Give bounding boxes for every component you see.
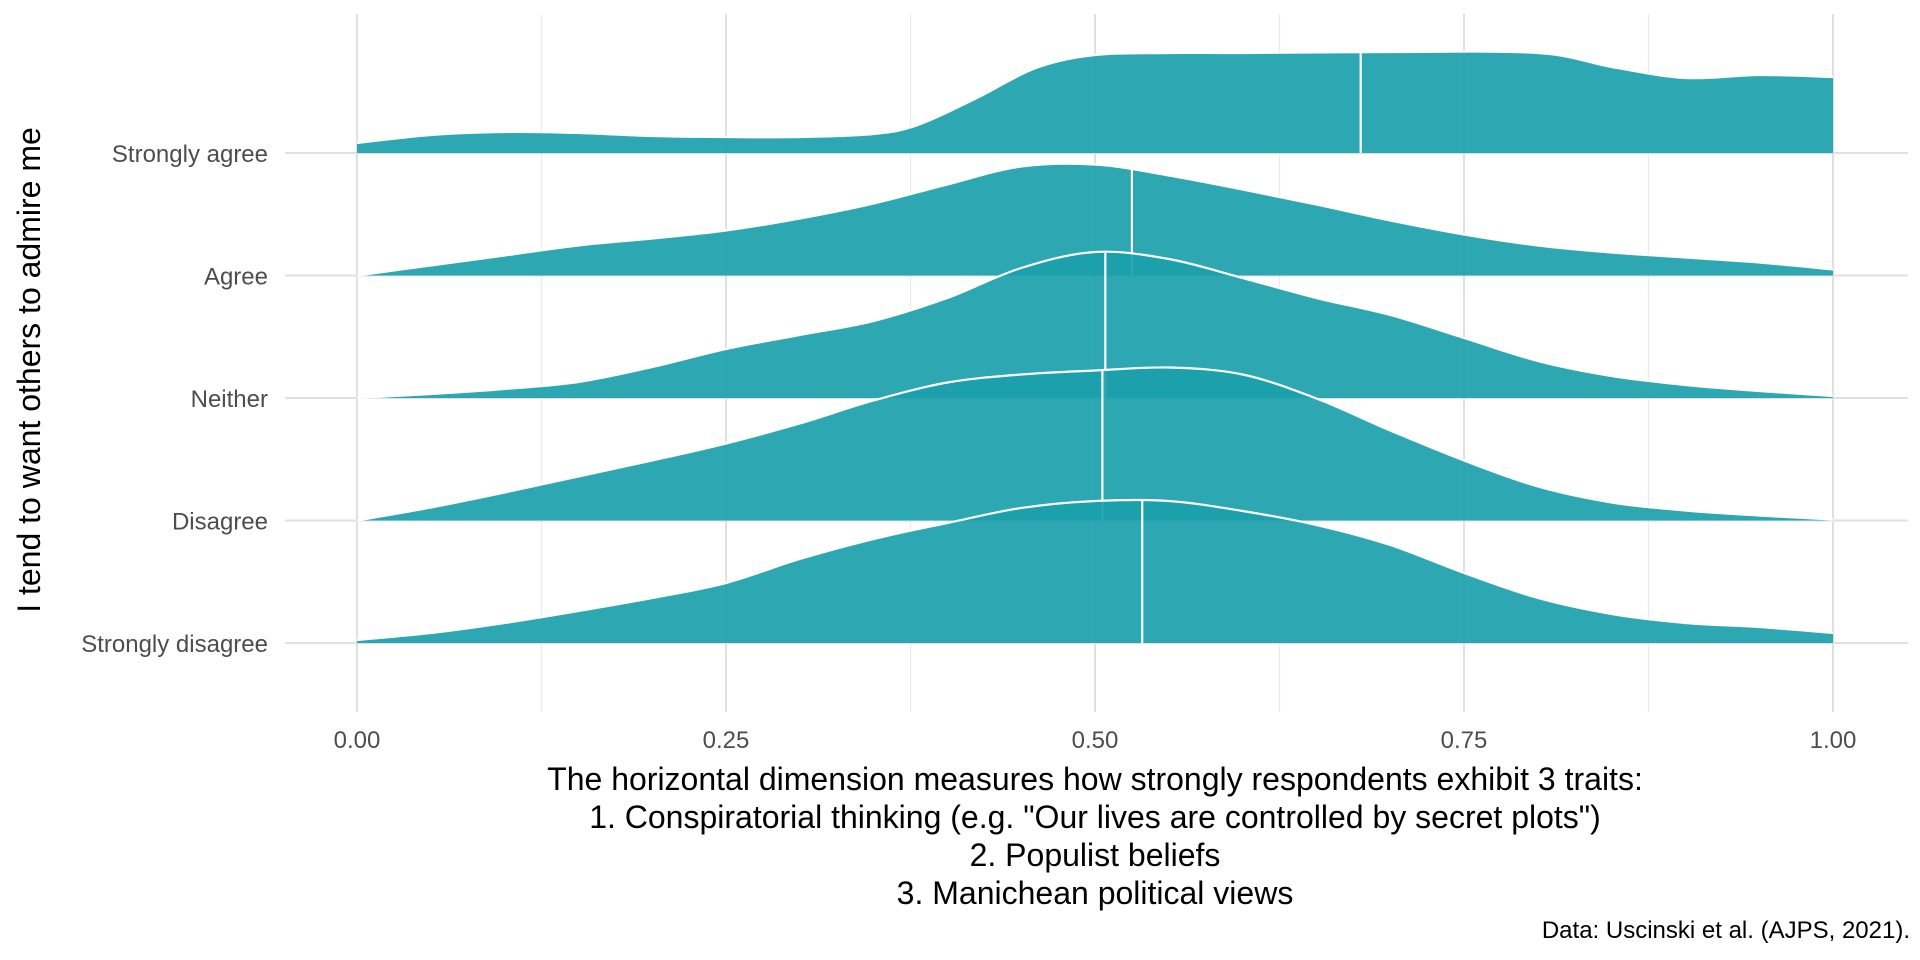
category-labels: Strongly agree Agree Neither Disagree Strong… — [81, 141, 268, 658]
x-tick-labels: 0.00 0.25 0.50 0.75 1.00 — [334, 727, 1857, 754]
category-label: Disagree — [172, 509, 268, 536]
density-area — [357, 51, 1833, 153]
x-tick-label: 0.00 — [334, 727, 381, 754]
x-axis-title-line: 1. Conspiratorial thinking (e.g. "Our li… — [589, 799, 1601, 835]
density-outline — [356, 162, 1834, 277]
x-axis-title-line: The horizontal dimension measures how st… — [547, 761, 1643, 797]
x-tick-label: 1.00 — [1810, 727, 1857, 754]
density-outline — [356, 50, 1834, 145]
x-tick-label: 0.75 — [1441, 727, 1488, 754]
density-area — [357, 163, 1833, 276]
category-label: Agree — [204, 264, 268, 291]
density-area — [357, 367, 1833, 521]
y-axis-title: I tend to want others to admire me — [11, 127, 47, 613]
density-area — [357, 499, 1833, 643]
ridge-disagree — [356, 366, 1834, 522]
category-label: Strongly agree — [112, 141, 268, 168]
density-outline — [356, 498, 1834, 642]
x-axis-title-line: 3. Manichean political views — [897, 875, 1294, 911]
x-axis-title-line: 2. Populist beliefs — [970, 837, 1221, 873]
category-label: Strongly disagree — [81, 631, 268, 658]
density-outline — [356, 366, 1834, 522]
category-label: Neither — [191, 386, 268, 413]
ridges-layer — [356, 50, 1834, 643]
x-tick-label: 0.50 — [1072, 727, 1119, 754]
caption: Data: Uscinski et al. (AJPS, 2021). — [1542, 917, 1910, 944]
ridge-strongly-agree — [356, 50, 1834, 153]
density-area — [357, 251, 1833, 398]
x-tick-label: 0.25 — [703, 727, 750, 754]
x-axis-title: The horizontal dimension measures how st… — [547, 761, 1643, 911]
density-outline — [356, 250, 1834, 400]
ridge-strongly-disagree — [356, 498, 1834, 643]
